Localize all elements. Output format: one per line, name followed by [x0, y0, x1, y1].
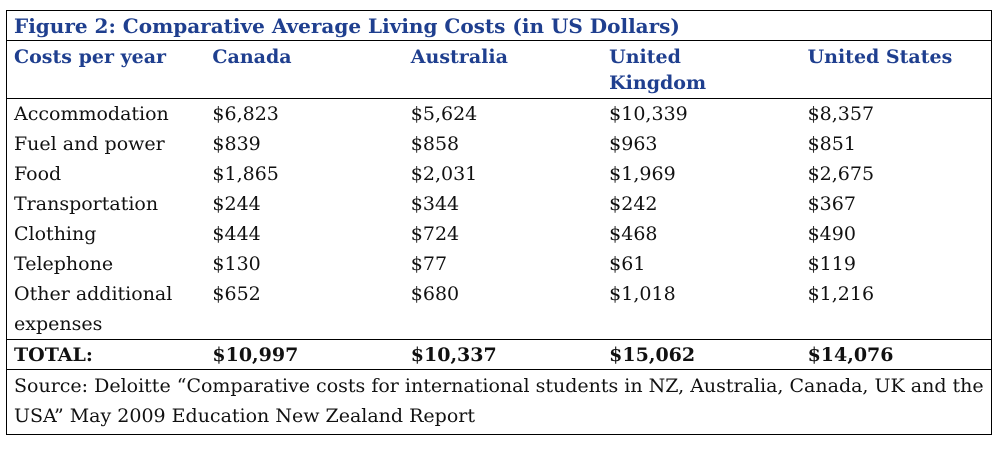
- cell-australia: $5,624: [410, 103, 478, 125]
- header-united-kingdom: United Kingdom: [602, 41, 801, 99]
- cell-united-states: $119: [807, 253, 856, 275]
- living-costs-table: Costs per year Canada Australia United K…: [7, 41, 991, 370]
- total-canada: $10,997: [205, 339, 404, 370]
- row-label: Clothing: [14, 223, 97, 245]
- cell-united-kingdom: $1,969: [609, 163, 676, 185]
- total-row: TOTAL: $10,997 $10,337 $15,062 $14,076: [7, 339, 991, 370]
- cell-canada: $130: [212, 253, 261, 275]
- cell-canada: $444: [212, 223, 261, 245]
- cell-canada: $244: [212, 193, 261, 215]
- cell-united-kingdom: $10,339: [609, 103, 688, 125]
- row-label: Accommodation: [14, 103, 169, 125]
- total-united-kingdom: $15,062: [602, 339, 801, 370]
- total-united-states: $14,076: [800, 339, 991, 370]
- figure-title: Figure 2: Comparative Average Living Cos…: [7, 11, 991, 41]
- header-costs-per-year: Costs per year: [7, 41, 206, 99]
- table-row: Telephone $130 $77 $61 $119: [7, 249, 991, 279]
- cell-united-states: $2,675: [807, 163, 875, 185]
- cell-united-kingdom: $1,018: [609, 283, 676, 305]
- cell-australia: $344: [410, 193, 460, 215]
- cell-australia: $724: [410, 223, 460, 245]
- cell-united-states: $1,216: [807, 283, 875, 305]
- table-row: Accommodation $6,823 $5,624 $10,339 $8,3…: [7, 99, 991, 130]
- table-row: Clothing $444 $724 $468 $490: [7, 219, 991, 249]
- cell-united-states: $8,357: [807, 103, 875, 125]
- row-label: Fuel and power: [14, 133, 165, 155]
- source-note: Source: Deloitte “Comparative costs for …: [14, 375, 984, 427]
- cell-australia: $77: [410, 253, 448, 275]
- cell-united-kingdom: $963: [609, 133, 658, 155]
- cell-canada: $839: [212, 133, 261, 155]
- total-label: TOTAL:: [7, 339, 206, 370]
- cell-canada: $652: [212, 283, 261, 305]
- table-row: Transportation $244 $344 $242 $367: [7, 189, 991, 219]
- cell-united-kingdom: $61: [609, 253, 646, 275]
- total-australia: $10,337: [403, 339, 603, 370]
- header-canada: Canada: [205, 41, 404, 99]
- cell-australia: $2,031: [410, 163, 478, 185]
- row-label: Other additional expenses: [14, 283, 173, 335]
- cell-united-kingdom: $242: [609, 193, 658, 215]
- row-label: Food: [14, 163, 62, 185]
- row-label: Transportation: [14, 193, 159, 215]
- table-row: Other additional expenses $652 $680 $1,0…: [7, 279, 991, 340]
- row-label: Telephone: [14, 253, 114, 275]
- cell-united-kingdom: $468: [609, 223, 658, 245]
- cell-united-states: $490: [807, 223, 856, 245]
- header-australia: Australia: [403, 41, 603, 99]
- header-row: Costs per year Canada Australia United K…: [7, 41, 991, 99]
- cell-australia: $858: [410, 133, 460, 155]
- table-row: Fuel and power $839 $858 $963 $851: [7, 129, 991, 159]
- cell-united-states: $367: [807, 193, 856, 215]
- cell-united-states: $851: [807, 133, 856, 155]
- table-row: Food $1,865 $2,031 $1,969 $2,675: [7, 159, 991, 189]
- living-costs-table-container: Figure 2: Comparative Average Living Cos…: [6, 10, 992, 435]
- cell-canada: $1,865: [212, 163, 279, 185]
- cell-canada: $6,823: [212, 103, 279, 125]
- header-united-states: United States: [800, 41, 991, 99]
- cell-australia: $680: [410, 283, 460, 305]
